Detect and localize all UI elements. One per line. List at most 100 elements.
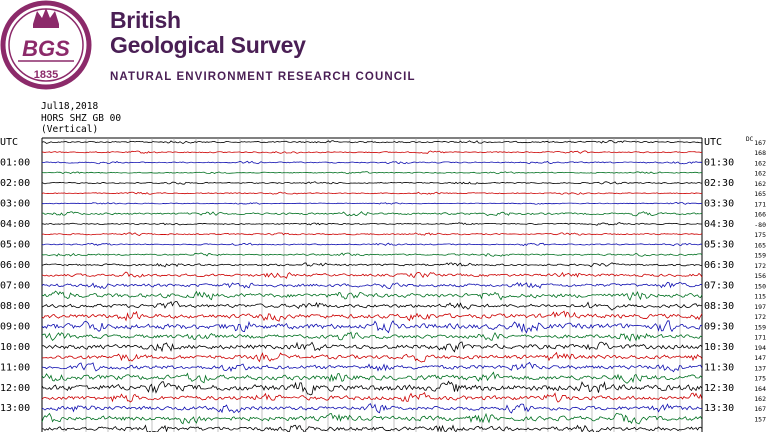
right-time-label: 06:30 bbox=[704, 260, 734, 271]
seismogram-trace bbox=[41, 281, 703, 289]
dc-offset-value: 162 bbox=[754, 159, 766, 167]
dc-offset-value: 164 bbox=[754, 385, 766, 393]
dc-offset-value: 167 bbox=[754, 139, 766, 147]
bgs-logo: BGS 1835 bbox=[0, 0, 92, 90]
org-name-line2: Geological Survey bbox=[110, 32, 306, 58]
dc-offset-value: 159 bbox=[754, 252, 766, 260]
left-time-label: 11:00 bbox=[0, 362, 30, 373]
right-time-label: 08:30 bbox=[704, 301, 734, 312]
dc-offset-value: 162 bbox=[754, 180, 766, 188]
dc-offset-value: 175 bbox=[754, 231, 766, 239]
dc-offset-value: 156 bbox=[754, 272, 766, 280]
dc-offset-value: 166 bbox=[754, 211, 766, 219]
left-time-label: 02:00 bbox=[0, 178, 30, 189]
left-time-label: 01:00 bbox=[0, 157, 30, 168]
right-time-label: 07:30 bbox=[704, 280, 734, 291]
logo-text: BGS bbox=[22, 36, 70, 61]
left-time-label: 05:00 bbox=[0, 239, 30, 250]
seismogram-trace bbox=[41, 371, 703, 384]
dc-offset-value: 197 bbox=[754, 303, 766, 311]
dc-offset-value: 165 bbox=[754, 241, 766, 249]
seismogram-trace bbox=[41, 301, 703, 311]
left-time-label: 09:00 bbox=[0, 321, 30, 332]
seismogram-trace bbox=[41, 232, 703, 237]
left-time-label: 08:00 bbox=[0, 301, 30, 312]
dc-offset-value: -80 bbox=[754, 221, 766, 229]
dc-offset-value: 115 bbox=[754, 293, 766, 301]
left-time-label: 13:00 bbox=[0, 403, 30, 414]
right-time-label: 01:30 bbox=[704, 157, 734, 168]
seismogram-trace bbox=[41, 150, 703, 154]
seismogram-trace bbox=[41, 262, 703, 268]
dc-offset-value: 157 bbox=[754, 415, 766, 423]
left-time-label: 04:00 bbox=[0, 219, 30, 230]
crown-icon bbox=[33, 8, 59, 28]
seismogram-trace bbox=[41, 252, 703, 257]
dc-offset-value: 172 bbox=[754, 262, 766, 270]
dc-offset-labels: DC 167168162162162165171166-8017516515917… bbox=[746, 136, 766, 423]
record-date: Jul18,2018 bbox=[41, 101, 99, 112]
organization-name: British Geological Survey bbox=[110, 8, 306, 58]
dc-offset-value: 162 bbox=[754, 170, 766, 178]
dc-offset-value: 194 bbox=[754, 344, 766, 352]
seismogram-trace bbox=[41, 171, 703, 175]
dc-offset-value: 167 bbox=[754, 405, 766, 413]
dc-offset-value: 137 bbox=[754, 364, 766, 372]
logo-year: 1835 bbox=[34, 69, 58, 81]
left-time-label: 03:00 bbox=[0, 198, 30, 209]
right-time-label: 05:30 bbox=[704, 239, 734, 250]
plot-grid bbox=[41, 137, 703, 432]
seismogram-trace bbox=[41, 361, 703, 373]
left-time-label: UTC bbox=[0, 137, 18, 148]
dc-offset-value: 147 bbox=[754, 354, 766, 362]
seismogram-trace bbox=[41, 403, 703, 414]
dc-header: DC bbox=[746, 136, 754, 143]
seismogram-trace bbox=[41, 320, 703, 334]
seismogram-trace bbox=[41, 412, 703, 425]
station-code: HORS SHZ GB 00 bbox=[41, 112, 122, 124]
seismogram-trace bbox=[41, 191, 703, 195]
dc-offset-value: 159 bbox=[754, 323, 766, 331]
seismogram-trace bbox=[41, 424, 703, 432]
dc-offset-value: 175 bbox=[754, 375, 766, 383]
seismogram-trace bbox=[41, 351, 703, 363]
seismogram-trace bbox=[41, 392, 703, 403]
dc-offset-value: 165 bbox=[754, 190, 766, 198]
component-label: (Vertical) bbox=[41, 124, 99, 135]
right-time-label: 13:30 bbox=[704, 403, 734, 414]
dc-offset-value: 162 bbox=[754, 395, 766, 403]
right-time-label: 11:30 bbox=[704, 362, 734, 373]
seismogram-trace bbox=[41, 211, 703, 217]
org-name-line1: British bbox=[110, 7, 181, 33]
seismogram-trace bbox=[41, 202, 703, 205]
right-time-label: 12:30 bbox=[704, 383, 734, 394]
right-time-label: 03:30 bbox=[704, 198, 734, 209]
right-time-label: 04:30 bbox=[704, 219, 734, 230]
left-time-label: 12:00 bbox=[0, 383, 30, 394]
seismogram-trace bbox=[41, 181, 703, 185]
council-name: NATURAL ENVIRONMENT RESEARCH COUNCIL bbox=[110, 71, 416, 83]
seismogram-trace bbox=[41, 222, 703, 226]
right-time-label: 10:30 bbox=[704, 342, 734, 353]
dc-offset-value: 171 bbox=[754, 334, 766, 342]
seismogram-trace bbox=[41, 160, 703, 165]
seismogram-trace bbox=[41, 140, 703, 145]
seismogram-trace bbox=[41, 290, 703, 301]
dc-offset-value: 168 bbox=[754, 149, 766, 157]
seismogram-trace bbox=[41, 331, 703, 342]
seismogram-traces bbox=[41, 140, 703, 432]
seismogram-trace bbox=[41, 271, 703, 279]
left-time-label: 07:00 bbox=[0, 280, 30, 291]
right-time-labels: UTC 01:30 02:30 03:30 04:30 05:30 06:30 07:30 08… bbox=[704, 137, 734, 414]
seismogram-trace bbox=[41, 341, 703, 353]
seismogram-trace bbox=[41, 380, 703, 396]
dc-offset-value: 150 bbox=[754, 282, 766, 290]
seismogram-trace bbox=[41, 242, 703, 247]
seismogram-header: Jul18,2018 HORS SHZ GB 00 (Vertical) bbox=[41, 101, 121, 136]
seismogram-trace bbox=[41, 310, 703, 322]
right-time-label: 09:30 bbox=[704, 321, 734, 332]
right-time-label: 02:30 bbox=[704, 178, 734, 189]
left-time-labels: UTC 01:00 02:00 03:00 04:00 05:00 06:00 07:00 08… bbox=[0, 137, 30, 414]
dc-offset-value: 172 bbox=[754, 313, 766, 321]
